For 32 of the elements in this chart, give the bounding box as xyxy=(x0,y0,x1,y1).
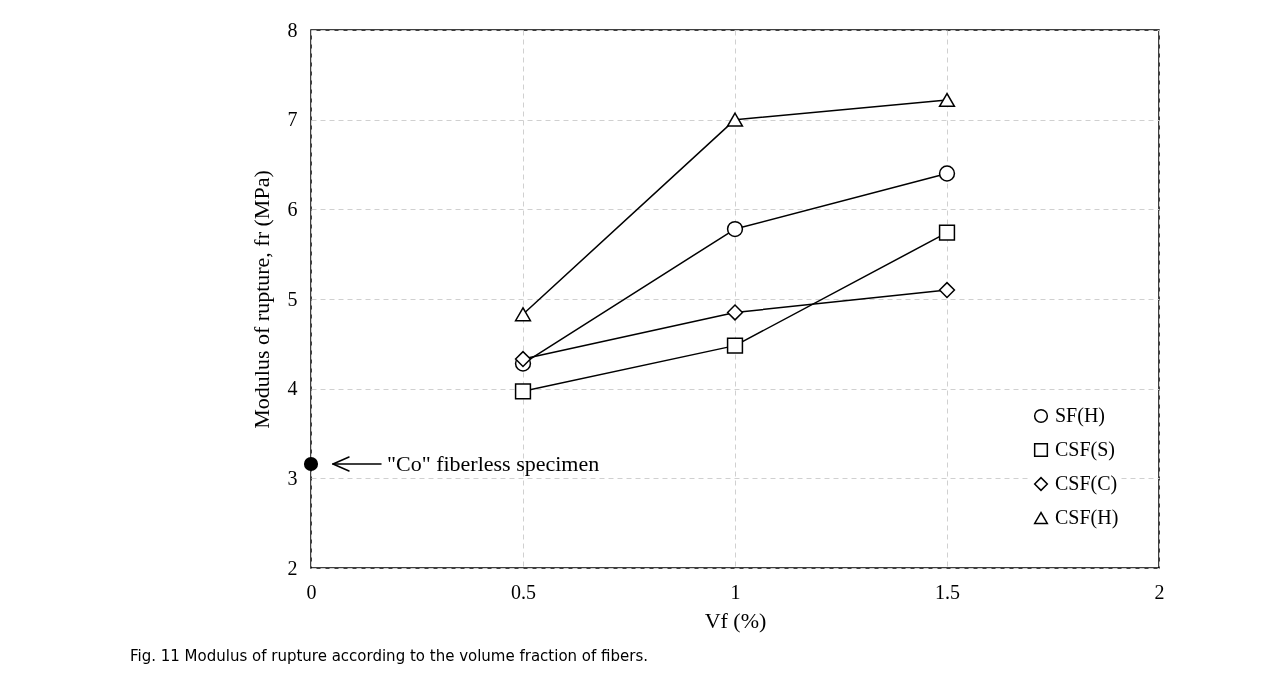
x-tick-label: 1 xyxy=(730,580,741,603)
point xyxy=(726,304,744,321)
point xyxy=(726,337,744,354)
point xyxy=(938,281,956,299)
x-tick-label: 2 xyxy=(1154,580,1165,603)
point xyxy=(514,350,532,368)
point xyxy=(938,224,956,241)
point xyxy=(514,307,532,322)
y-tick-label: 8 xyxy=(287,18,298,41)
legend-label: CSF(S) xyxy=(1055,438,1116,461)
legend-label: CSF(C) xyxy=(1055,472,1118,495)
annotation: "Co" fiberless specimen xyxy=(387,450,600,476)
y-tick-label: 2 xyxy=(287,556,298,579)
point xyxy=(938,92,956,108)
x-tick-label: 0 xyxy=(306,580,317,603)
y-tick-label: 7 xyxy=(287,108,298,131)
y-axis-title: Modulus of rupture, fr (MPa) xyxy=(248,170,274,429)
point xyxy=(938,165,956,182)
x-tick-label: 1.5 xyxy=(935,580,960,603)
y-tick-label: 5 xyxy=(287,287,298,310)
point xyxy=(726,112,744,127)
x-tick-label: 0.5 xyxy=(511,580,536,603)
caption: Fig. 11 Modulus of rupture according to the volume fraction of fibers. xyxy=(130,647,649,665)
x-axis-title: Vf (%) xyxy=(704,607,767,633)
legend-label: SF(H) xyxy=(1055,404,1106,427)
point xyxy=(514,383,532,400)
point xyxy=(303,456,319,472)
y-tick-label: 3 xyxy=(287,466,298,489)
y-tick-label: 4 xyxy=(287,377,298,400)
y-tick-label: 6 xyxy=(287,197,298,220)
legend-label: CSF(H) xyxy=(1055,506,1119,529)
point xyxy=(726,220,744,238)
